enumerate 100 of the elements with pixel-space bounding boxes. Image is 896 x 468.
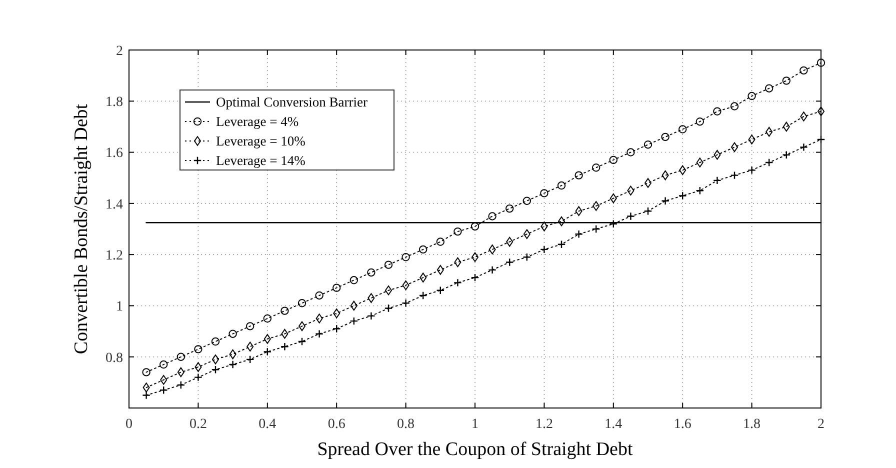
point	[661, 196, 670, 206]
point	[246, 355, 254, 364]
point	[350, 300, 358, 311]
x-tick-label: 1.4	[604, 417, 622, 432]
point	[436, 238, 444, 246]
point	[626, 212, 635, 220]
point	[592, 224, 600, 234]
point	[211, 337, 220, 346]
point	[176, 352, 185, 361]
point	[678, 192, 687, 200]
point	[212, 354, 219, 364]
point	[713, 176, 722, 185]
x-tick-label: 2	[818, 417, 824, 432]
point	[419, 245, 428, 254]
point	[228, 360, 237, 369]
point	[714, 150, 721, 160]
point	[644, 206, 652, 216]
x-tick-label: 0.6	[328, 417, 346, 432]
point	[298, 337, 306, 346]
point	[159, 386, 168, 394]
point	[748, 134, 756, 144]
point	[557, 240, 566, 249]
point	[730, 171, 739, 180]
point	[176, 380, 186, 390]
point	[436, 265, 444, 275]
point	[229, 349, 236, 360]
point	[280, 306, 289, 315]
point	[696, 118, 704, 126]
point	[418, 291, 428, 300]
point	[540, 245, 548, 254]
point	[315, 330, 324, 338]
point	[488, 266, 496, 274]
point	[142, 382, 150, 392]
point	[766, 126, 773, 137]
point	[800, 66, 808, 75]
y-tick-label: 1.2	[106, 248, 123, 264]
point	[800, 142, 808, 152]
point	[367, 312, 376, 320]
point	[644, 178, 652, 188]
point	[316, 314, 323, 324]
point	[228, 330, 237, 338]
point	[263, 314, 272, 323]
point	[522, 252, 532, 262]
point	[384, 260, 393, 269]
point	[436, 286, 445, 295]
point	[800, 112, 808, 122]
point	[454, 227, 462, 236]
point	[211, 365, 220, 374]
point	[333, 308, 340, 318]
point	[470, 222, 480, 231]
point	[816, 58, 826, 67]
point	[696, 158, 704, 168]
legend-label: Leverage = 14%	[216, 153, 306, 168]
point	[782, 122, 790, 132]
point	[246, 342, 254, 352]
point	[764, 158, 774, 167]
point	[748, 92, 756, 100]
point	[730, 102, 739, 110]
point	[281, 328, 288, 339]
point	[402, 298, 410, 308]
point	[194, 362, 202, 372]
point	[246, 322, 254, 330]
point	[523, 229, 530, 240]
point	[454, 257, 462, 268]
point	[332, 324, 341, 333]
y-axis-title: Convertible Bonds/Straight Debt	[71, 103, 92, 354]
point	[627, 186, 634, 196]
point	[679, 165, 686, 176]
point	[506, 204, 514, 213]
point	[194, 345, 202, 354]
point	[264, 334, 271, 344]
point	[488, 212, 496, 220]
point	[782, 150, 791, 160]
point	[332, 284, 341, 292]
point	[368, 293, 375, 303]
y-tick-label: 0.8	[106, 350, 123, 366]
point	[315, 291, 324, 300]
y-tick-label: 1.6	[106, 146, 123, 162]
point	[420, 272, 427, 282]
point	[592, 164, 600, 172]
legend-label: Optimal Conversion Barrier	[216, 94, 368, 110]
point	[678, 125, 687, 134]
point	[540, 189, 548, 198]
point	[609, 156, 618, 164]
point	[506, 236, 514, 247]
x-tick-label: 0.2	[189, 417, 207, 432]
y-tick-label: 1	[116, 300, 123, 315]
point	[574, 171, 583, 180]
y-tick-label: 1.8	[106, 95, 123, 110]
point	[713, 107, 722, 116]
point	[574, 230, 583, 238]
point	[160, 374, 168, 385]
point	[298, 299, 306, 308]
x-tick-label: 1.8	[743, 417, 761, 432]
point	[816, 135, 826, 144]
x-tick-label: 0	[126, 417, 132, 432]
point	[505, 258, 514, 266]
point	[488, 244, 496, 254]
x-tick-label: 1.6	[674, 417, 692, 432]
point	[263, 348, 272, 356]
